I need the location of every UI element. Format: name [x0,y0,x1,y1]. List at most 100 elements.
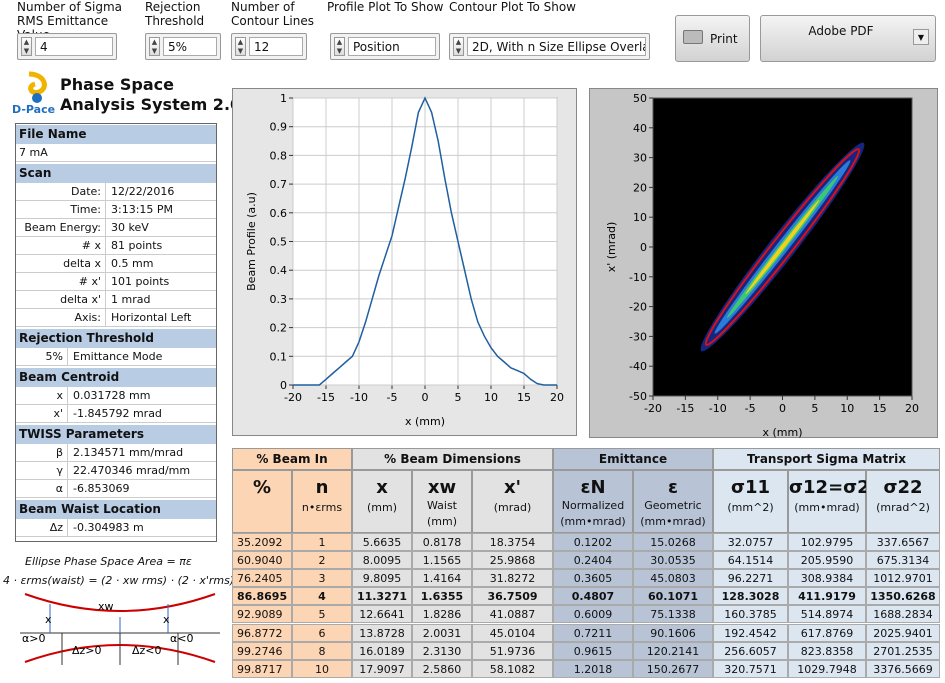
column-header: % [232,470,292,533]
spinner[interactable]: ▲ ▼ [235,37,246,56]
info-row: Δz -0.304983 m [16,519,216,537]
logo-dot [32,93,42,103]
info-label: Δz [16,519,68,537]
y-tick-label: 0.6 [270,207,288,220]
input-value[interactable]: 2D, With n Size Ellipse Overlay [467,37,646,56]
table-cell: 0.6009 [553,605,633,624]
table-cell: 11.3271 [352,587,412,606]
spinner[interactable]: ▲ ▼ [149,37,160,56]
rms-ellipse [704,148,861,346]
input-value[interactable]: 4 [35,37,113,56]
input-value[interactable]: 5% [163,37,217,56]
x-tick-label: 0 [779,402,786,415]
y-tick-label: 40 [633,122,647,135]
y-axis-label: Beam Profile (a.u) [245,192,258,291]
table-cell: 36.7509 [472,587,553,606]
logo-mark [28,71,47,103]
info-value: 101 points [111,275,170,288]
y-tick-label: 0.7 [270,178,288,191]
diagram-label: α>0 [22,632,45,645]
print-button[interactable]: Print [675,15,750,62]
x-tick-label: 10 [484,391,498,404]
table-cell: 60.9040 [232,551,292,570]
table-cell: 16.0189 [352,641,412,660]
y-tick-label: 50 [633,92,647,105]
info-label: delta x [16,255,106,273]
spinner[interactable]: ▲ ▼ [334,37,345,56]
info-row: Time: 3:13:15 PM [16,201,216,219]
info-label: Beam Energy: [16,219,106,237]
table-cell: 96.2271 [713,569,788,588]
group-header: % Beam Dimensions [352,448,553,470]
info-row: delta x' 1 mrad [16,291,216,309]
x-tick-label: -10 [350,391,368,404]
table-cell: 128.3028 [713,587,788,606]
table-cell: 192.4542 [713,623,788,642]
table-cell: 86.8695 [232,587,292,606]
info-label: γ [16,462,68,480]
table-cell: 51.9736 [472,641,553,660]
table-cell: 256.6057 [713,641,788,660]
table-cell: 0.3605 [553,569,633,588]
table-cell: 4 [292,587,352,606]
table-cell: 90.1606 [633,623,713,642]
y-tick-label: -30 [629,330,647,343]
table-cell: 76.2405 [232,569,292,588]
table-cell: 3376.5669 [866,659,940,678]
info-row: delta x 0.5 mm [16,255,216,273]
formula-area: Ellipse Phase Space Area = πε [25,555,192,568]
beam-envelope [24,593,216,612]
pdf-button[interactable]: Adobe PDF ▼ [760,15,936,62]
info-value: 0.5 mm [111,257,154,270]
header-line: (mm) [366,501,397,514]
info-row: Date: 12/22/2016 [16,183,216,201]
printer-icon [683,30,703,44]
control-input[interactable]: ▲ ▼ 5% [145,33,221,60]
x-tick-label: -20 [284,391,302,404]
section-header: Rejection Threshold [16,329,216,348]
header-line: x [376,477,388,498]
table-cell: 0.8178 [412,533,472,552]
x-tick-label: -10 [709,402,727,415]
header-line: (mm•mrad) [640,515,706,528]
input-value[interactable]: 12 [249,37,303,56]
spinner[interactable]: ▲ ▼ [21,37,32,56]
table-cell: 92.9089 [232,605,292,624]
table-cell: 1029.7948 [788,659,866,678]
header-line: σ22 [883,477,923,498]
diagram-label: Δz>0 [72,644,102,657]
dropdown-arrow[interactable]: ▼ [913,29,929,45]
info-value: 30 keV [111,221,149,234]
control-input[interactable]: ▲ ▼ 2D, With n Size Ellipse Overlay [449,33,650,60]
formula-waist: 4 · εrms(waist) = (2 · xw rms) · (2 · x'… [3,574,235,587]
column-header: n n•εrms [292,470,352,533]
header-line: (mm•mrad) [560,515,626,528]
table-cell: 1012.9701 [866,569,940,588]
x-axis-label: x (mm) [762,426,802,438]
y-tick-label: 0 [280,379,287,392]
input-value[interactable]: Position [348,37,436,56]
table-cell: 60.1071 [633,587,713,606]
x-tick-label: 0 [422,391,429,404]
table-cell: 1 [292,533,352,552]
control-input[interactable]: ▲ ▼ Position [330,33,440,60]
spinner[interactable]: ▲ ▼ [453,37,464,56]
table-cell: 64.1514 [713,551,788,570]
control-input[interactable]: ▲ ▼ 4 [17,33,117,60]
table-cell: 308.9384 [788,569,866,588]
info-label: x [16,387,68,405]
table-cell: 0.4807 [553,587,633,606]
y-tick-label: -50 [629,390,647,403]
header-line: Geometric [644,499,702,512]
control-input[interactable]: ▲ ▼ 12 [231,33,307,60]
y-tick-label: -10 [629,271,647,284]
info-value: 0.031728 mm [73,389,151,402]
table-cell: 1.1565 [412,551,472,570]
section-header: Beam Waist Location [16,500,216,519]
diagram-label: α<0 [170,632,193,645]
table-cell: 0.1202 [553,533,633,552]
group-header: Emittance [553,448,713,470]
info-value: 2.134571 mm/mrad [73,446,184,459]
y-tick-label: 10 [633,211,647,224]
